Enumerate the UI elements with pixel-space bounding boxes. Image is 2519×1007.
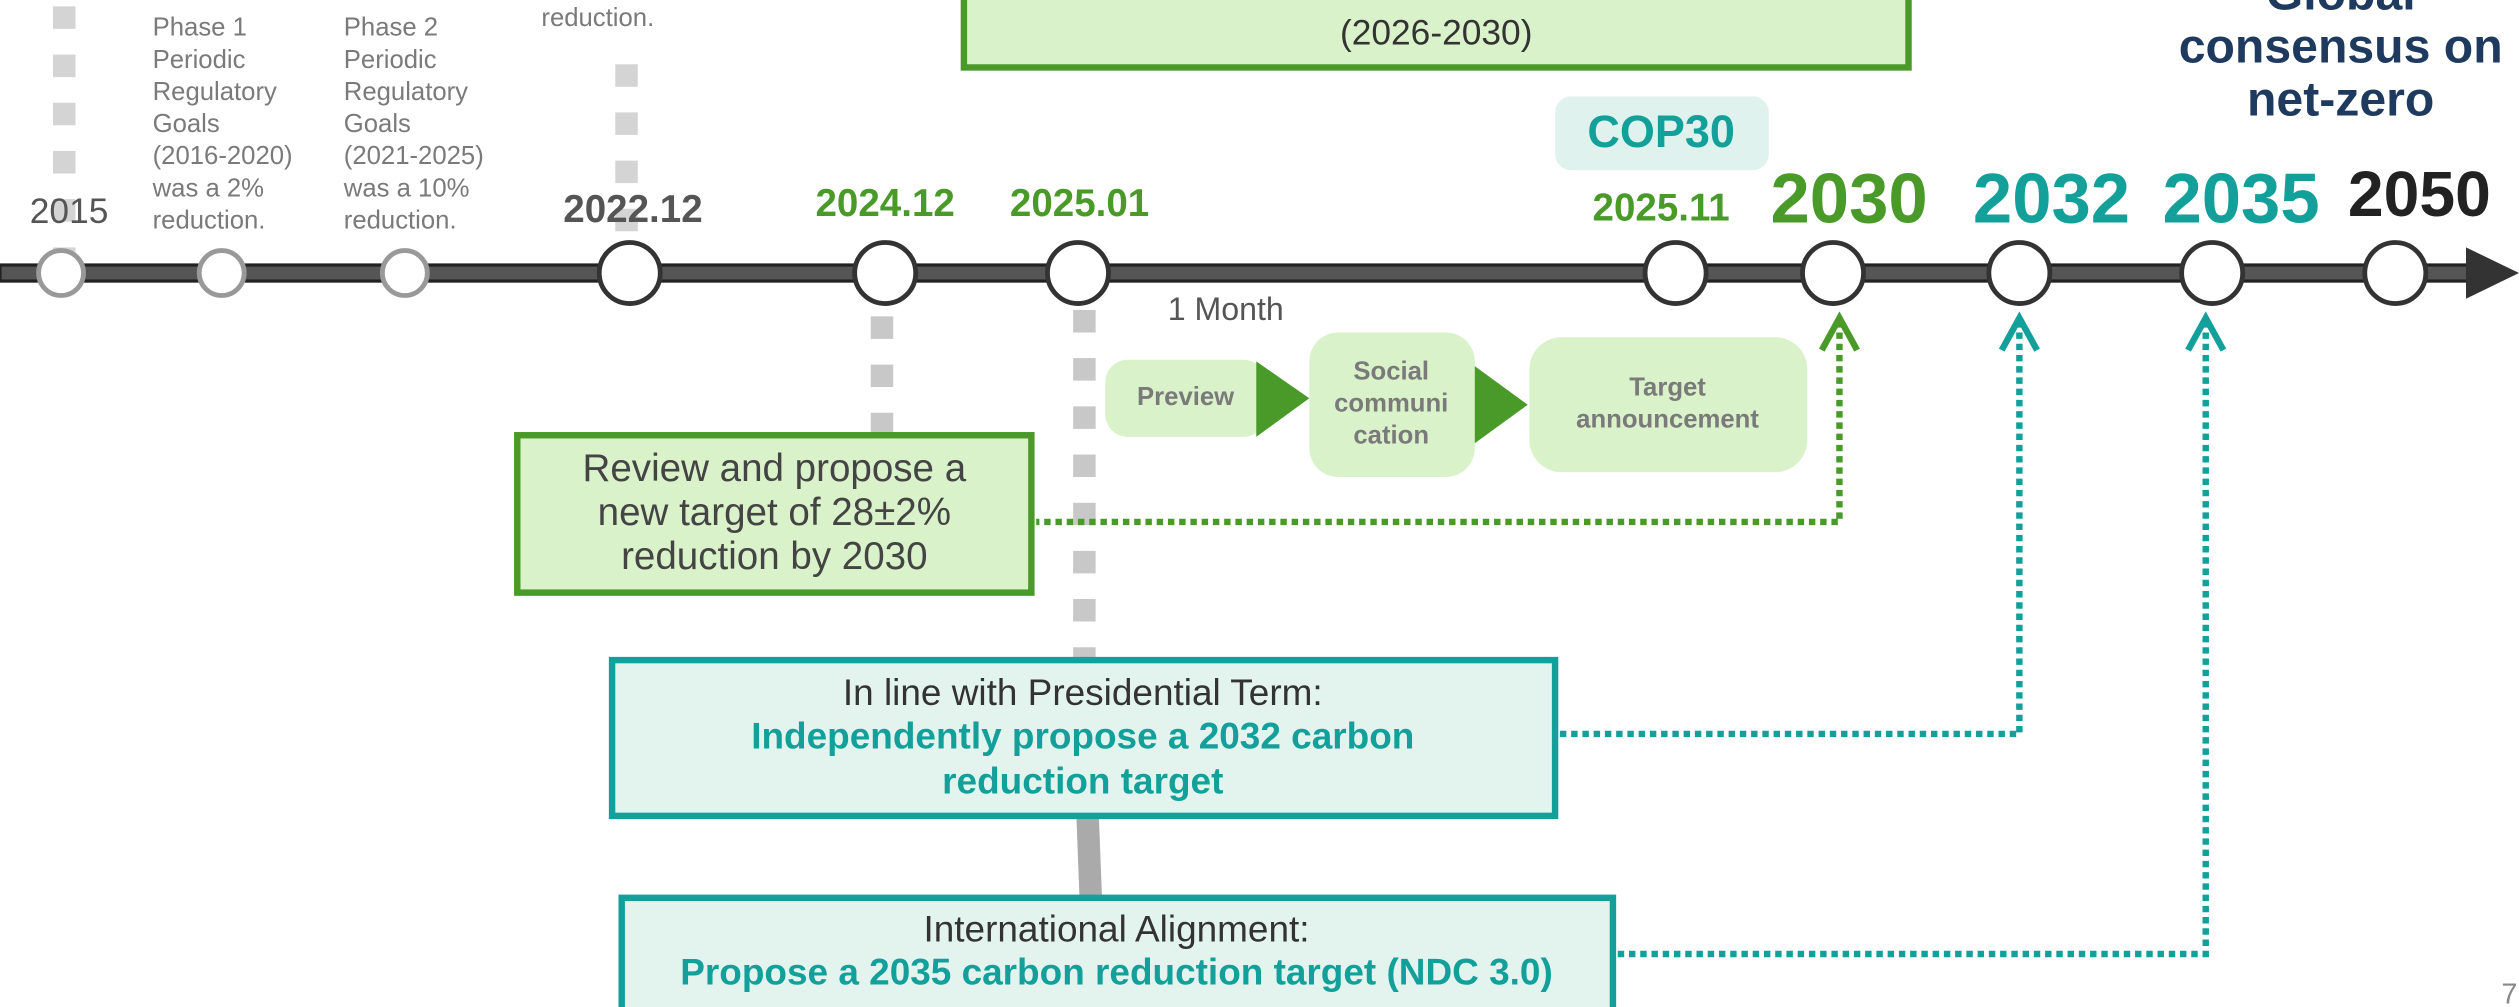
top-box <box>960 0 1912 71</box>
step-box <box>1529 337 1808 473</box>
review-text: new target of 28±2% <box>598 491 951 534</box>
dashed-connectors <box>53 6 1103 900</box>
phase-text: Goals <box>153 110 220 138</box>
milestone-label: 2022.12 <box>563 188 702 231</box>
milestone-label: 2030 <box>1770 159 1927 238</box>
duration-label: 1 Month <box>1168 291 1284 327</box>
cop-label: COP30 <box>1587 106 1734 157</box>
timeline-node <box>2179 240 2246 306</box>
milestone-label: 2025.01 <box>1010 182 1149 225</box>
review-box <box>514 432 1035 596</box>
timeline-node <box>1045 240 1111 306</box>
step-box <box>1105 359 1266 437</box>
milestone-label: 2015 <box>30 192 109 231</box>
box-heading: In line with Presidential Term: <box>843 672 1323 713</box>
link-2032 <box>1558 321 2023 738</box>
link-2030 <box>1036 321 1843 526</box>
international-box <box>618 894 1617 1007</box>
cop-badge <box>1555 96 1769 171</box>
timeline-bar <box>0 263 2476 283</box>
timeline-node <box>596 240 663 306</box>
phase-text: Regulatory <box>344 78 468 106</box>
phase-text: reduction. <box>153 206 266 234</box>
phase-text: was a 10% <box>343 174 470 202</box>
global-note: consensus on <box>2179 20 2503 74</box>
phase-text: Periodic <box>153 46 246 74</box>
box-body: Propose a 2035 carbon reduction target (… <box>680 952 1552 993</box>
phase-text: Phase 2 <box>344 14 438 42</box>
presidential-box <box>608 656 1559 820</box>
step-box <box>1309 332 1475 477</box>
milestone-label: 2024.12 <box>816 182 955 225</box>
page-number: 7 <box>2501 978 2517 1007</box>
global-note: net-zero <box>2247 73 2434 127</box>
arrowhead <box>1818 311 1860 352</box>
timeline-node <box>36 248 86 298</box>
phase-text: Phase 1 <box>153 14 247 42</box>
phase-text: reduction. <box>541 4 654 32</box>
milestone-label: 2035 <box>2162 159 2319 238</box>
phase-text: (2016-2020) <box>153 142 293 170</box>
timeline-node <box>1642 240 1709 306</box>
timeline-node <box>379 248 430 298</box>
timeline-node <box>852 240 919 306</box>
timeline-node <box>196 248 247 298</box>
link-2035 <box>1616 321 2209 958</box>
review-text: Review and propose a <box>583 447 967 490</box>
connector <box>1076 815 1103 900</box>
step-label: communi <box>1334 390 1448 418</box>
arrowhead <box>1998 311 2040 352</box>
step-label: Social <box>1353 357 1429 385</box>
step-label: cation <box>1353 422 1429 450</box>
review-text: reduction by 2030 <box>621 535 928 578</box>
phase-text: (2021-2025) <box>344 142 484 170</box>
milestone-label: 2050 <box>2348 158 2491 230</box>
timeline-arrow <box>2465 247 2519 299</box>
arrowhead <box>2185 311 2227 352</box>
step-arrow <box>1474 366 1528 444</box>
top-box-subtitle: (2026-2030) <box>1340 14 1533 53</box>
milestone-label: 2025.11 <box>1593 187 1730 230</box>
timeline-node <box>1986 240 2053 306</box>
box-body: reduction target <box>942 761 1223 802</box>
timeline-node <box>2362 240 2429 306</box>
phase-text: Regulatory <box>153 78 277 106</box>
step-label: Target <box>1629 373 1706 401</box>
timeline-node <box>1800 240 1866 306</box>
phase-text: Goals <box>344 110 411 138</box>
milestone-label: 2032 <box>1973 159 2130 238</box>
global-note: Global <box>2266 0 2416 21</box>
box-heading: International Alignment: <box>923 908 1309 949</box>
box-body: Independently propose a 2032 carbon <box>751 716 1414 757</box>
step-label: Preview <box>1137 383 1235 411</box>
step-label: announcement <box>1576 406 1759 434</box>
phase-text: reduction. <box>344 206 457 234</box>
phase-text: Periodic <box>344 46 437 74</box>
phase-text: was a 2% <box>152 174 264 202</box>
step-arrow <box>1256 361 1310 437</box>
